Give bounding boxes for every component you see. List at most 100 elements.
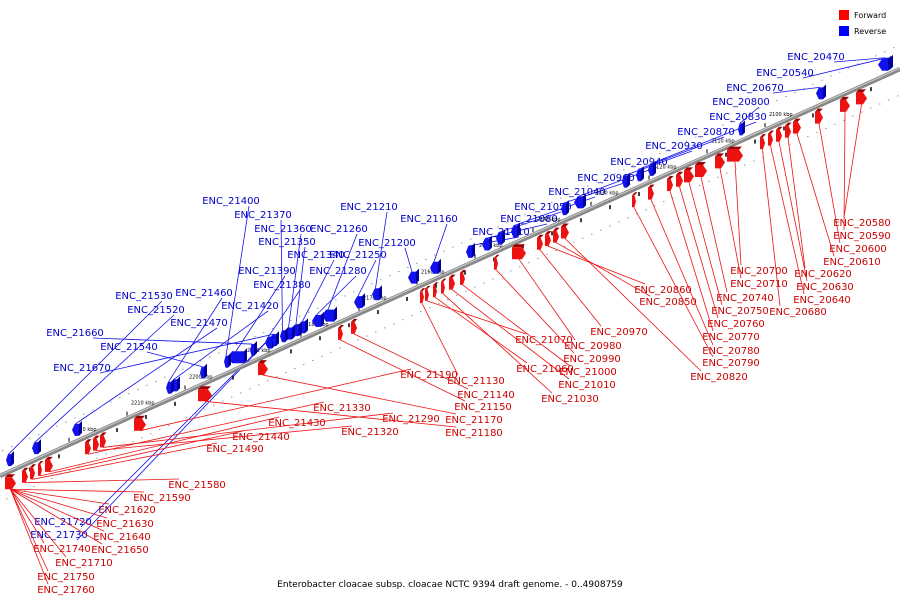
forward-gene-label: ENC_20640 [793, 295, 851, 306]
track-dot [195, 412, 197, 414]
gene-arrow-body [684, 170, 694, 183]
forward-leader-line [353, 333, 469, 390]
forward-gene-label: ENC_20600 [829, 244, 887, 255]
track-dot [227, 348, 229, 350]
track-dot [74, 417, 76, 419]
forward-leader-line [10, 488, 67, 558]
reverse-gene-label: ENC_21730 [30, 530, 88, 541]
track-dot [317, 307, 319, 309]
reverse-leader-line [498, 211, 562, 233]
track-dot [672, 197, 674, 199]
gene-arrow-body [224, 355, 228, 368]
gene-arrow-body [354, 296, 362, 309]
gene-arrow-body [5, 477, 16, 490]
track-dot [659, 152, 661, 154]
gene-arrow-depth [362, 293, 365, 309]
gene-arrow-body [72, 423, 79, 436]
reverse-leader-line [563, 182, 625, 204]
forward-leader-line [102, 412, 394, 448]
gene-arrow-body [574, 196, 583, 209]
track-dot [321, 355, 323, 357]
track-dot [339, 347, 341, 349]
track-dot [164, 376, 166, 378]
forward-gene-label: ENC_20710 [730, 279, 788, 290]
genome-axis-highlight [0, 67, 900, 476]
forward-gene-label: ENC_20590 [833, 231, 891, 242]
track-dot [803, 87, 805, 89]
reverse-gene-arrow [32, 439, 41, 455]
track-dot [438, 302, 440, 304]
track-dot [492, 278, 494, 280]
track-dot [645, 209, 647, 211]
forward-leader-line [451, 289, 570, 380]
forward-leader-line [139, 368, 412, 432]
track-dot [830, 75, 832, 77]
forward-gene-arrow [449, 274, 456, 290]
gene-arrow-body [561, 203, 566, 216]
track-dot [2, 450, 4, 452]
track-dot [416, 262, 418, 264]
track-dot [452, 246, 454, 248]
legend-forward-swatch [839, 10, 849, 20]
gene-arrow-depth [351, 318, 358, 322]
gene-arrow-body [460, 272, 465, 285]
forward-gene-arrow [338, 325, 344, 341]
track-dot [236, 344, 238, 346]
forward-gene-arrow [676, 171, 684, 187]
forward-gene-label: ENC_21620 [98, 505, 156, 516]
gene-arrow-depth [553, 227, 560, 231]
gene-arrow-depth [449, 274, 456, 278]
forward-leader-line [539, 249, 602, 327]
reverse-gene-label: ENC_20870 [677, 127, 735, 138]
gene-arrow-depth [276, 331, 279, 347]
forward-gene-arrow [45, 456, 53, 472]
track-dot [798, 140, 800, 142]
track-dot [884, 51, 886, 53]
forward-gene-label: ENC_20780 [702, 346, 760, 357]
forward-leader-line [843, 111, 846, 231]
track-dot [524, 214, 526, 216]
reverse-leader-line [225, 205, 250, 356]
reverse-gene-label: ENC_21080 [500, 214, 558, 225]
reverse-gene-label: ENC_20960 [577, 173, 635, 184]
forward-gene-label: ENC_20770 [702, 332, 760, 343]
gene-arrow-depth [472, 242, 475, 258]
track-dot [173, 372, 175, 374]
gene-arrow-depth [38, 460, 44, 464]
track-dot [137, 389, 139, 391]
forward-gene-label: ENC_21640 [93, 532, 151, 543]
track-dot [546, 254, 548, 256]
reverse-gene-label: ENC_21210 [340, 202, 398, 213]
track-dot [740, 116, 742, 118]
forward-gene-label: ENC_21650 [91, 545, 149, 556]
gene-arrow-body [537, 237, 543, 250]
gene-arrow-depth [785, 122, 792, 126]
track-dot [20, 441, 22, 443]
gene-arrow-body [134, 418, 146, 431]
gene-arrow-body [648, 163, 653, 176]
track-dot [771, 152, 773, 154]
gene-arrow-depth [299, 321, 302, 337]
gene-arrow-depth [11, 451, 14, 467]
gene-arrow-depth [460, 269, 466, 273]
gene-arrow-body [38, 463, 42, 476]
forward-leader-line [796, 133, 835, 257]
track-dot [677, 144, 679, 146]
reverse-gene-arrow [322, 306, 337, 322]
track-dot [501, 274, 503, 276]
forward-gene-label: ENC_21750 [37, 572, 95, 583]
forward-leader-line [262, 374, 457, 415]
reverse-leader-line [404, 247, 413, 272]
forward-gene-label: ENC_21070 [515, 335, 573, 346]
gene-arrow-depth [502, 229, 505, 245]
reverse-leader-line [302, 259, 335, 322]
forward-gene-arrow [30, 464, 36, 480]
track-dot [191, 364, 193, 366]
gene-arrow-depth [537, 234, 544, 238]
track-dot [132, 441, 134, 443]
track-dot [722, 124, 724, 126]
track-dot [866, 59, 868, 61]
forward-gene-label: ENC_21190 [400, 370, 458, 381]
track-dot [308, 311, 310, 313]
track-dot [420, 311, 422, 313]
